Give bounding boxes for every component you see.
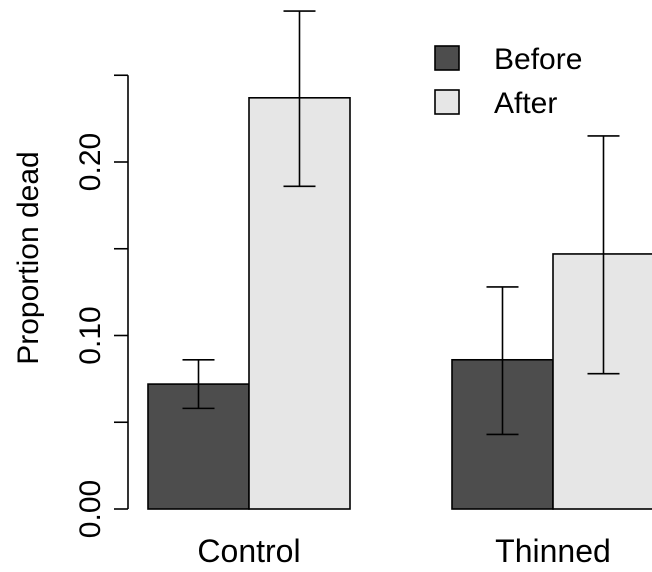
y-tick-label: 0.10: [74, 306, 107, 364]
legend: Before After: [434, 43, 582, 120]
bars: [147, 97, 652, 510]
error-bar-thinned-after: [587, 135, 620, 375]
y-axis-title: Proportion dead: [12, 151, 45, 365]
category-label: Thinned: [495, 533, 611, 569]
legend-label: After: [494, 87, 557, 120]
error-bars: [182, 10, 620, 436]
y-tick-label: 0.00: [74, 480, 107, 538]
y-axis: 0.00 0.10 0.20: [74, 74, 129, 538]
category-labels: Control Thinned: [197, 533, 610, 569]
error-bar-thinned-before: [486, 286, 519, 436]
bar-thinned-after: [552, 253, 652, 510]
category-label: Control: [197, 533, 300, 569]
y-tick-label: 0.20: [74, 133, 107, 191]
legend-swatch: [434, 45, 460, 71]
error-bar-control-before: [182, 358, 215, 410]
legend-swatch: [434, 89, 460, 115]
error-bar-control-after: [283, 10, 316, 188]
legend-label: Before: [494, 43, 582, 76]
